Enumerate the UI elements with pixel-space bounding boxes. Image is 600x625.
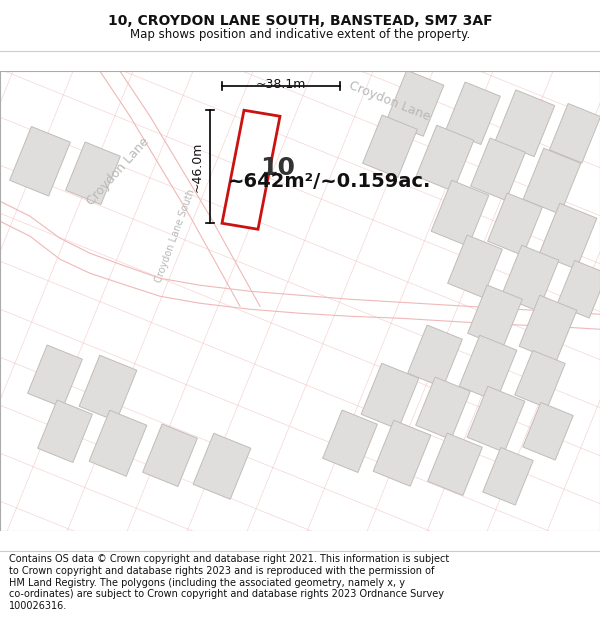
- Polygon shape: [483, 448, 533, 505]
- Text: HM Land Registry. The polygons (including the associated geometry, namely x, y: HM Land Registry. The polygons (includin…: [9, 578, 405, 587]
- Polygon shape: [523, 148, 581, 214]
- Polygon shape: [416, 125, 474, 191]
- Text: Croydon Lane: Croydon Lane: [347, 79, 433, 124]
- Polygon shape: [519, 295, 577, 361]
- Polygon shape: [407, 325, 463, 388]
- Text: 100026316.: 100026316.: [9, 601, 67, 611]
- Polygon shape: [416, 377, 470, 439]
- Polygon shape: [470, 138, 526, 201]
- Polygon shape: [323, 410, 377, 472]
- Text: Croydon Lane: Croydon Lane: [84, 135, 152, 208]
- Text: 10, CROYDON LANE SOUTH, BANSTEAD, SM7 3AF: 10, CROYDON LANE SOUTH, BANSTEAD, SM7 3A…: [107, 14, 493, 28]
- Text: Croydon Lane South: Croydon Lane South: [154, 188, 197, 284]
- Polygon shape: [193, 433, 251, 499]
- Text: Contains OS data © Crown copyright and database right 2021. This information is : Contains OS data © Crown copyright and d…: [9, 554, 449, 564]
- Polygon shape: [467, 386, 525, 452]
- Polygon shape: [448, 235, 502, 298]
- Polygon shape: [428, 433, 482, 496]
- Polygon shape: [446, 82, 500, 144]
- Polygon shape: [89, 410, 147, 476]
- Polygon shape: [361, 363, 419, 429]
- Text: Map shows position and indicative extent of the property.: Map shows position and indicative extent…: [130, 28, 470, 41]
- Polygon shape: [362, 115, 418, 178]
- Polygon shape: [488, 193, 542, 256]
- Polygon shape: [523, 402, 573, 460]
- Polygon shape: [386, 70, 444, 136]
- Polygon shape: [467, 285, 523, 348]
- Polygon shape: [501, 245, 559, 311]
- Polygon shape: [222, 110, 280, 229]
- Text: ~642m²/~0.159ac.: ~642m²/~0.159ac.: [229, 172, 431, 191]
- Polygon shape: [65, 142, 121, 204]
- Text: 10: 10: [260, 156, 296, 180]
- Polygon shape: [373, 420, 431, 486]
- Polygon shape: [38, 400, 92, 462]
- Polygon shape: [79, 355, 137, 421]
- Polygon shape: [431, 180, 489, 246]
- Polygon shape: [143, 424, 197, 486]
- Polygon shape: [495, 90, 555, 157]
- Polygon shape: [550, 104, 600, 163]
- Text: to Crown copyright and database rights 2023 and is reproduced with the permissio: to Crown copyright and database rights 2…: [9, 566, 434, 576]
- Text: ~38.1m: ~38.1m: [256, 78, 306, 91]
- Polygon shape: [10, 126, 70, 196]
- Polygon shape: [557, 261, 600, 318]
- Polygon shape: [28, 345, 82, 408]
- Text: co-ordinates) are subject to Crown copyright and database rights 2023 Ordnance S: co-ordinates) are subject to Crown copyr…: [9, 589, 444, 599]
- Polygon shape: [515, 351, 565, 408]
- Polygon shape: [459, 335, 517, 401]
- Polygon shape: [539, 203, 597, 269]
- Text: ~46.0m: ~46.0m: [191, 141, 204, 192]
